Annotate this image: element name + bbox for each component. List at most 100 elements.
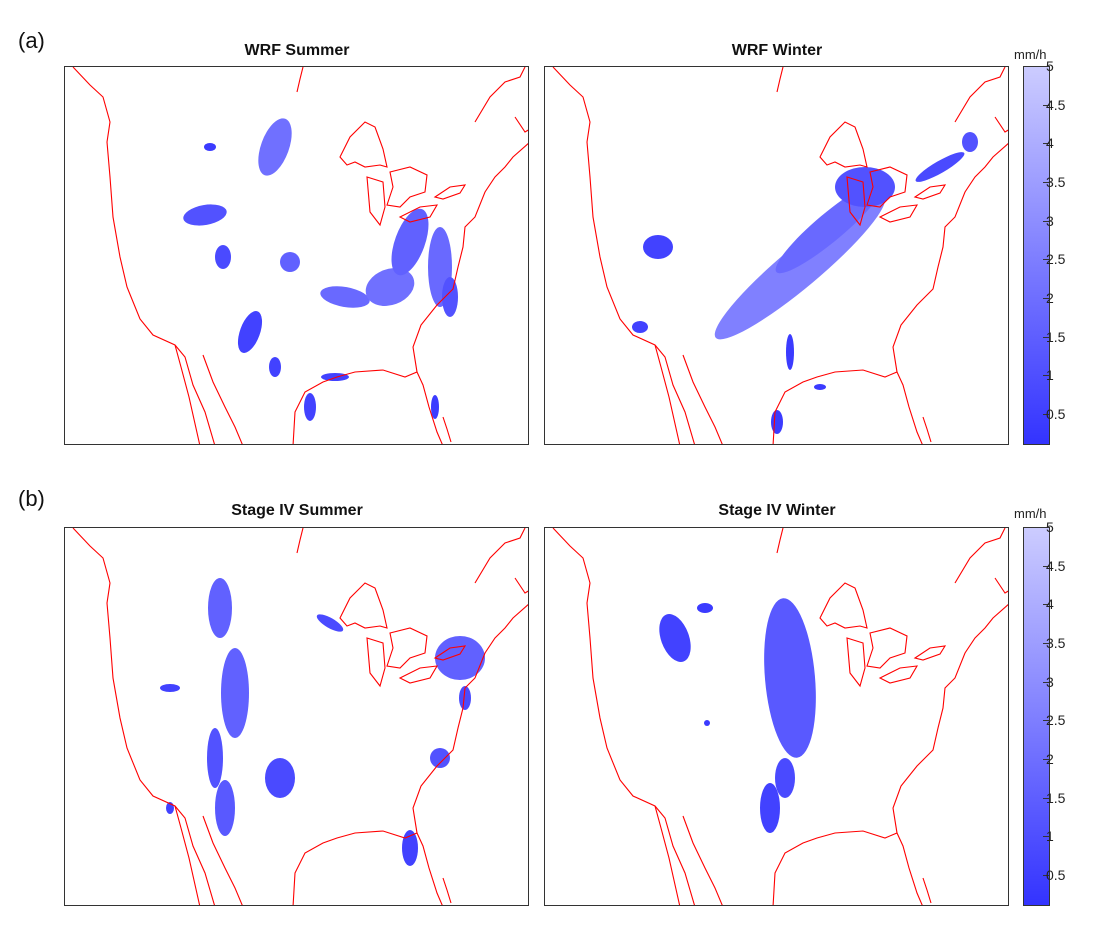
- coastline: [954, 67, 1006, 123]
- coastline: [292, 830, 443, 905]
- coastline: [892, 143, 1008, 373]
- coastline: [878, 665, 919, 684]
- map-panel-wrf-winter: [544, 66, 1009, 445]
- precipitation-area: [430, 748, 450, 768]
- coastline: [514, 116, 528, 133]
- coastline: [913, 645, 947, 661]
- panel-title: Stage IV Summer: [231, 502, 363, 519]
- precipitation-area: [697, 603, 713, 613]
- colorbar-tick-label: 1: [1046, 367, 1054, 384]
- colorbar-tick-label: 5: [1046, 519, 1054, 535]
- coastline: [386, 166, 428, 208]
- colorbar-tick-label: 1.5: [1046, 328, 1066, 345]
- map-panel-wrf-summer: [64, 66, 529, 445]
- coastline: [772, 830, 923, 905]
- coastline: [776, 67, 784, 93]
- precipitation-area: [183, 204, 227, 226]
- colorbar-tick-label: 3: [1046, 673, 1054, 690]
- coastline: [296, 67, 304, 93]
- coastline: [296, 528, 304, 554]
- map-canvas: [72, 528, 528, 905]
- colorbar-tick-label: 4.5: [1046, 557, 1066, 574]
- colorbar-unit: mm/h: [1014, 506, 1047, 521]
- precipitation-area: [632, 321, 648, 333]
- coastline: [994, 116, 1008, 133]
- precipitation-area: [402, 830, 418, 866]
- colorbar-tick-label: 4: [1046, 596, 1054, 613]
- colorbar-tick-label: 2.5: [1046, 712, 1066, 729]
- coastline: [846, 176, 866, 227]
- coastline: [682, 815, 723, 905]
- map-panel-stage4-winter: [544, 527, 1009, 906]
- precipitation-area: [459, 686, 471, 710]
- precipitation-area: [786, 334, 794, 370]
- coastline: [654, 344, 681, 444]
- colorbar-tick-label: 0.5: [1046, 406, 1066, 423]
- precipitation-area: [208, 578, 232, 638]
- coastline: [433, 184, 467, 200]
- map-canvas: [552, 67, 1008, 444]
- colorbar-tick-label: 4: [1046, 135, 1054, 152]
- precipitation-area: [704, 720, 710, 726]
- precipitation-area: [643, 235, 673, 259]
- coastline: [878, 204, 919, 223]
- coastline: [819, 121, 868, 168]
- coastline: [292, 369, 443, 444]
- precipitation-area: [365, 268, 415, 306]
- colorbar-tick-label: 2: [1046, 751, 1054, 768]
- coastline: [866, 627, 908, 669]
- precipitation-area: [215, 780, 235, 836]
- precipitation-area: [215, 245, 231, 269]
- colorbar-tick-label: 1: [1046, 828, 1054, 845]
- coastline: [776, 528, 784, 554]
- precipitation-area: [321, 373, 349, 381]
- coastline: [398, 665, 439, 684]
- coastline: [772, 369, 923, 444]
- panel-title: Stage IV Winter: [718, 502, 836, 519]
- precipitation-area: [835, 167, 895, 207]
- coastline: [398, 204, 439, 223]
- precipitation-area: [265, 758, 295, 798]
- coastline: [474, 67, 526, 123]
- row-label-b: (b): [18, 486, 45, 511]
- precipitation-area: [814, 384, 826, 390]
- precipitation-area: [760, 783, 780, 833]
- panel-title: WRF Winter: [731, 42, 823, 59]
- precipitation-area: [237, 311, 263, 353]
- precipitation-area: [316, 614, 344, 632]
- coastline: [442, 416, 452, 443]
- coastline: [994, 577, 1008, 594]
- precipitation-area: [775, 758, 795, 798]
- map-panel-stage4-summer: [64, 527, 529, 906]
- colorbar: [1023, 66, 1050, 445]
- precipitation-area: [771, 410, 783, 434]
- colorbar-tick-label: 3.5: [1046, 635, 1066, 652]
- precipitation-area: [269, 357, 281, 377]
- coastline: [552, 67, 695, 444]
- coastline: [386, 627, 428, 669]
- coastline: [433, 645, 467, 661]
- colorbar-tick-label: 2: [1046, 290, 1054, 307]
- colorbar-tick-label: 1.5: [1046, 789, 1066, 806]
- precipitation-area: [764, 598, 816, 758]
- precipitation-area: [304, 393, 316, 421]
- colorbar: [1023, 527, 1050, 906]
- precipitation-area: [160, 684, 180, 692]
- coastline: [174, 344, 201, 444]
- coastline: [954, 528, 1006, 584]
- colorbar-tick-label: 4.5: [1046, 96, 1066, 113]
- coastline: [474, 528, 526, 584]
- row-label-a: (a): [18, 28, 45, 53]
- colorbar-tick-label: 3: [1046, 212, 1054, 229]
- precipitation-area: [207, 728, 223, 788]
- coastline: [412, 604, 528, 834]
- coastline: [552, 528, 695, 905]
- coastline: [174, 805, 201, 905]
- precipitation-area: [204, 143, 216, 151]
- coastline: [654, 805, 681, 905]
- coastline: [514, 577, 528, 594]
- coastline: [202, 354, 243, 444]
- colorbar-tick-label: 0.5: [1046, 867, 1066, 884]
- coastline: [72, 67, 215, 444]
